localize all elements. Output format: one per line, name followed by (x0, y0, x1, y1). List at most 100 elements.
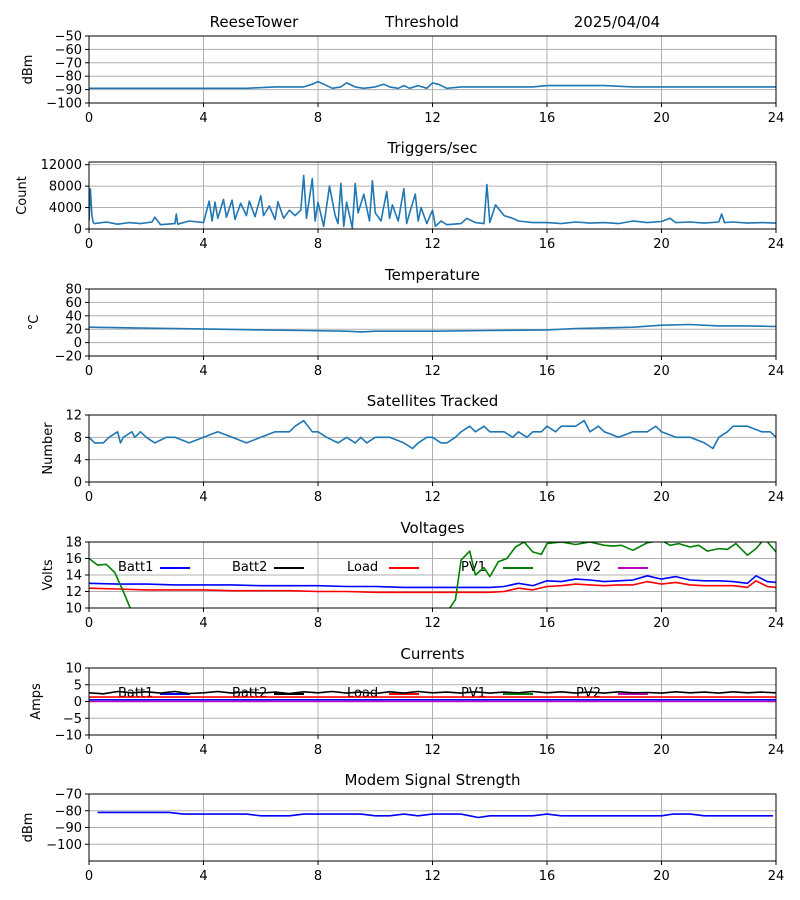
series-line (89, 690, 776, 695)
x-tick-label: 12 (424, 237, 441, 252)
x-tick-label: 0 (85, 616, 93, 631)
x-tick-label: 8 (314, 616, 322, 631)
series-line (97, 811, 774, 819)
legend-label: PV2 (576, 560, 601, 575)
x-tick-label: 24 (768, 237, 785, 252)
y-tick-label: −100 (46, 838, 82, 853)
x-tick-label: 24 (768, 364, 785, 379)
y-axis-label: dBm (21, 55, 36, 85)
y-tick-label: 12 (65, 585, 82, 600)
series-line (89, 574, 776, 589)
panel-title: Temperature (384, 266, 480, 284)
panel-title: Triggers/sec (387, 139, 478, 157)
y-axis-label: °C (27, 315, 42, 331)
x-tick-label: 4 (199, 743, 207, 758)
panel-title: Voltages (400, 519, 464, 537)
series-line (89, 419, 776, 450)
series-line (89, 542, 776, 608)
y-axis-label: dBm (21, 813, 36, 843)
x-tick-label: 24 (768, 111, 785, 126)
x-tick-label: 16 (539, 237, 556, 252)
x-tick-label: 4 (199, 237, 207, 252)
x-tick-label: 8 (314, 490, 322, 505)
x-tick-label: 20 (653, 364, 670, 379)
y-tick-label: −80 (55, 70, 82, 85)
x-tick-label: 20 (653, 490, 670, 505)
y-tick-label: 60 (65, 296, 82, 311)
x-tick-label: 0 (85, 743, 93, 758)
legend-label: Batt1 (118, 686, 153, 701)
y-tick-label: 8000 (49, 180, 82, 195)
x-tick-label: 24 (768, 869, 785, 884)
y-tick-label: 4 (74, 453, 82, 468)
x-tick-label: 0 (85, 364, 93, 379)
legend-label: Batt2 (232, 560, 267, 575)
x-tick-label: 20 (653, 111, 670, 126)
y-tick-label: 4000 (49, 201, 82, 216)
x-tick-label: 4 (199, 364, 207, 379)
x-tick-label: 16 (539, 364, 556, 379)
y-tick-label: 8 (74, 431, 82, 446)
x-tick-label: 16 (539, 743, 556, 758)
legend-label: Batt1 (118, 560, 153, 575)
x-tick-label: 4 (199, 869, 207, 884)
x-tick-label: 8 (314, 111, 322, 126)
x-tick-label: 12 (424, 364, 441, 379)
series-line (89, 174, 776, 229)
y-tick-label: −70 (55, 56, 82, 71)
x-tick-label: 8 (314, 364, 322, 379)
y-tick-label: 20 (65, 323, 82, 338)
series-line (89, 80, 776, 90)
y-tick-label: −70 (55, 788, 82, 803)
x-tick-label: 20 (653, 743, 670, 758)
y-tick-label: 18 (65, 536, 82, 551)
y-tick-label: −60 (55, 43, 82, 58)
y-tick-label: 10 (65, 662, 82, 677)
panel-title: Satellites Tracked (367, 392, 498, 410)
x-tick-label: 20 (653, 616, 670, 631)
x-tick-label: 8 (314, 743, 322, 758)
x-tick-label: 16 (539, 490, 556, 505)
legend-label: Load (347, 560, 378, 575)
x-tick-label: 24 (768, 743, 785, 758)
y-tick-label: 12000 (41, 158, 82, 173)
y-tick-label: 0 (74, 695, 82, 710)
y-tick-label: −50 (55, 30, 82, 45)
y-tick-label: −100 (46, 97, 82, 112)
y-tick-label: −90 (55, 821, 82, 836)
y-tick-label: 14 (65, 569, 82, 584)
panel-1: ReeseTower Threshold 2025/04/04 0 4 8 12 16 20 24… (21, 13, 784, 126)
x-tick-label: 12 (424, 616, 441, 631)
y-tick-label: 0 (74, 223, 82, 238)
y-tick-label: 80 (65, 283, 82, 298)
x-tick-label: 20 (653, 237, 670, 252)
x-tick-label: 12 (424, 743, 441, 758)
y-tick-label: 10 (65, 602, 82, 617)
panel-title: Modem Signal Strength (345, 771, 521, 789)
x-tick-label: 12 (424, 111, 441, 126)
y-tick-label: 0 (74, 476, 82, 491)
x-tick-label: 12 (424, 490, 441, 505)
y-tick-label: −20 (55, 350, 82, 365)
panel-4: Satellites Tracked 0 4 8 12 16 20 24 0 4 8 12 Number (41, 392, 784, 505)
x-tick-label: 4 (199, 111, 207, 126)
x-tick-label: 0 (85, 869, 93, 884)
y-axis-label: Count (15, 176, 30, 215)
x-tick-label: 16 (539, 616, 556, 631)
panel-2: Triggers/sec 0 4 8 12 16 20 24 0 4000 8000 12000 Cou… (15, 139, 784, 252)
x-tick-label: 20 (653, 869, 670, 884)
station-name: ReeseTower (210, 13, 300, 31)
y-tick-label: −10 (55, 729, 82, 744)
x-tick-label: 0 (85, 237, 93, 252)
y-tick-label: −90 (55, 83, 82, 98)
x-tick-label: 0 (85, 111, 93, 126)
x-tick-label: 24 (768, 490, 785, 505)
y-axis-label: Number (41, 422, 56, 475)
panel-title: Threshold (384, 13, 459, 31)
y-tick-label: 5 (74, 678, 82, 693)
y-axis-label: Amps (29, 683, 44, 720)
